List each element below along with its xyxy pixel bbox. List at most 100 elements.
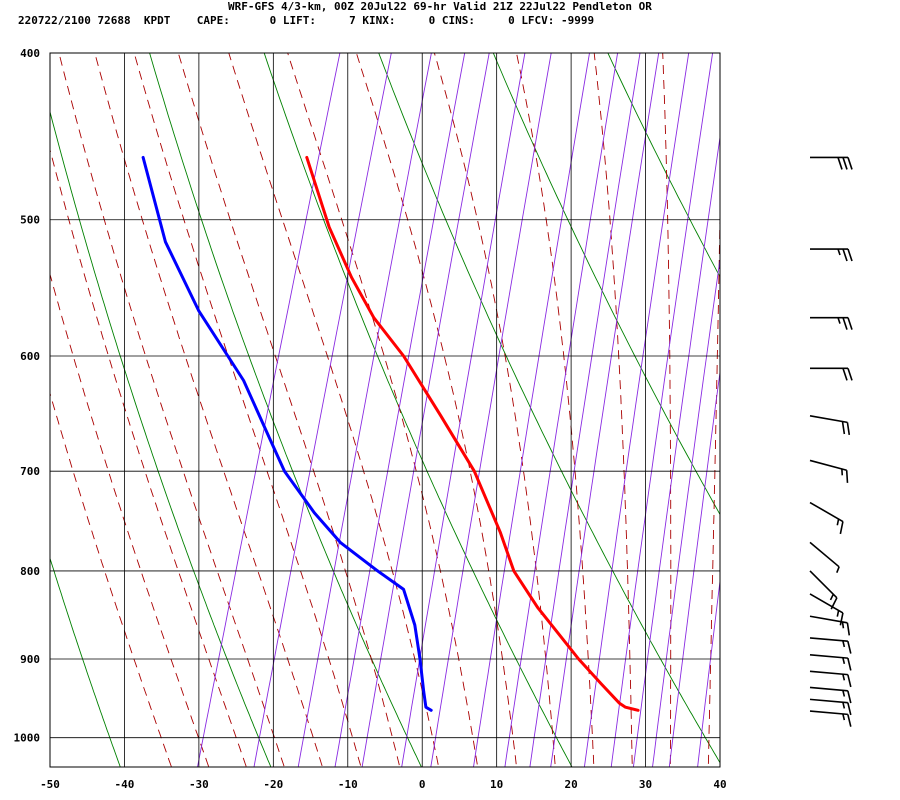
- y-tick-label: 900: [20, 653, 40, 666]
- x-tick-label: 30: [639, 778, 652, 791]
- x-tick-label: -20: [263, 778, 283, 791]
- wind-barb-flag: [842, 317, 848, 330]
- wind-barb-flag: [847, 702, 852, 716]
- dry-adiabat-line: [50, 110, 272, 767]
- moist-adiabat-line: [133, 53, 362, 767]
- wind-barb-half-flag: [836, 610, 840, 617]
- wind-barb-half-flag: [842, 702, 846, 709]
- wind-barb: [809, 710, 852, 727]
- moist-adiabat-line: [516, 53, 595, 767]
- y-tick-label: 800: [20, 565, 40, 578]
- wind-barb-flag: [847, 690, 852, 704]
- y-tick-label: 1000: [14, 732, 41, 745]
- mixing-ratio-line: [297, 53, 432, 767]
- mixing-ratio-line: [697, 577, 720, 767]
- wind-barb-flag: [839, 521, 844, 535]
- wind-barb-flag: [847, 641, 852, 654]
- wind-barb-half-flag: [842, 657, 846, 665]
- mixing-ratio-line: [473, 53, 590, 767]
- dry-adiabat-line: [779, 0, 900, 800]
- wind-barb: [809, 459, 849, 483]
- tick-labels: 400 500 600 700 800 900 1000 -50 -40 -30 -20 -10 0 10…: [14, 47, 727, 791]
- x-tick-label: -40: [115, 778, 135, 791]
- wind-barb-staff: [809, 459, 847, 472]
- wind-barb-staff: [809, 637, 848, 643]
- dry-adiabat-line: [873, 0, 900, 800]
- grid: [49, 52, 721, 767]
- moist-adiabat-line: [50, 391, 172, 767]
- mixing-ratio-line: [253, 53, 392, 767]
- mixing-ratio-line: [610, 53, 714, 767]
- moist-adiabat-line: [707, 191, 720, 767]
- moist-adiabat-line: [433, 53, 556, 767]
- wind-barb-flag: [839, 612, 844, 626]
- wind-barb: [809, 541, 840, 573]
- wind-barb-half-flag: [842, 674, 846, 681]
- wind-barb: [809, 686, 852, 704]
- wind-barb-flag: [847, 657, 852, 671]
- x-tick-label: -10: [338, 778, 358, 791]
- wind-barb-half-flag: [842, 640, 846, 648]
- x-tick-label: -50: [40, 778, 60, 791]
- mixing-ratio-line: [652, 255, 720, 767]
- wind-barb-staff: [809, 686, 848, 692]
- wind-barb: [809, 698, 852, 716]
- wind-barb-half-flag: [841, 621, 845, 629]
- x-tick-label: -30: [189, 778, 209, 791]
- wind-barb-half-flag: [837, 317, 841, 324]
- moist-adiabat-line: [662, 53, 672, 767]
- wind-barb-flag: [847, 368, 853, 381]
- dry-adiabat-line: [497, 0, 900, 800]
- wind-barb-half-flag: [842, 690, 846, 697]
- wind-barbs: [809, 156, 853, 727]
- dry-adiabat-line: [685, 0, 900, 800]
- dry-adiabat-line: [492, 53, 720, 516]
- wind-barb: [809, 615, 851, 636]
- chart-header-line1: WRF-GFS 4/3-km, 00Z 20Jul22 69-hr Valid …: [228, 0, 652, 13]
- wind-barb-half-flag: [836, 566, 840, 573]
- wind-barb: [809, 570, 838, 610]
- wind-barb-flag: [842, 157, 848, 170]
- dewpoint-profile-line: [141, 155, 433, 712]
- mixing-ratio-line: [632, 134, 720, 767]
- wind-barb-half-flag: [837, 248, 841, 256]
- wind-barb-staff: [809, 698, 848, 704]
- dry-adiabat-line: [149, 53, 422, 767]
- wind-barb-half-flag: [829, 593, 835, 601]
- wind-barb-staff: [809, 615, 848, 624]
- wind-barb: [809, 501, 844, 535]
- wind-barb-staff: [809, 670, 848, 676]
- y-tick-label: 500: [20, 214, 40, 227]
- wind-barb-staff: [809, 570, 838, 599]
- wind-barb-flag: [845, 470, 849, 483]
- mixing-ratio-line: [430, 53, 552, 767]
- dry-adiabat-line: [591, 0, 900, 800]
- wind-barb-flag: [847, 674, 852, 688]
- x-tick-label: 40: [713, 778, 726, 791]
- moist-adiabat-line: [355, 53, 518, 767]
- wind-barb-flag: [841, 421, 846, 435]
- wind-barb-flag: [837, 157, 843, 170]
- plot-frame: [49, 52, 721, 768]
- wind-barb-staff: [809, 654, 848, 659]
- mixing-ratio-line: [197, 53, 341, 767]
- x-tick-label: 0: [419, 778, 426, 791]
- wind-barb-flag: [846, 422, 851, 436]
- y-tick-label: 700: [20, 465, 40, 478]
- x-tick-label: 10: [490, 778, 503, 791]
- mixing-ratio-line: [716, 0, 840, 800]
- moist-adiabat-line: [50, 148, 247, 767]
- wind-barb-flag: [846, 622, 851, 636]
- wind-barb-staff: [809, 593, 844, 614]
- y-tick-label: 600: [20, 350, 40, 363]
- mixing-ratio-line: [401, 53, 526, 767]
- y-tick-label: 400: [20, 47, 40, 60]
- wind-barb: [809, 670, 852, 688]
- wind-barb-flag: [847, 317, 853, 330]
- dry-adiabat-line: [378, 53, 720, 764]
- wind-barb: [810, 367, 853, 381]
- wind-barb-half-flag: [842, 713, 846, 721]
- wind-barb-flag: [842, 368, 848, 381]
